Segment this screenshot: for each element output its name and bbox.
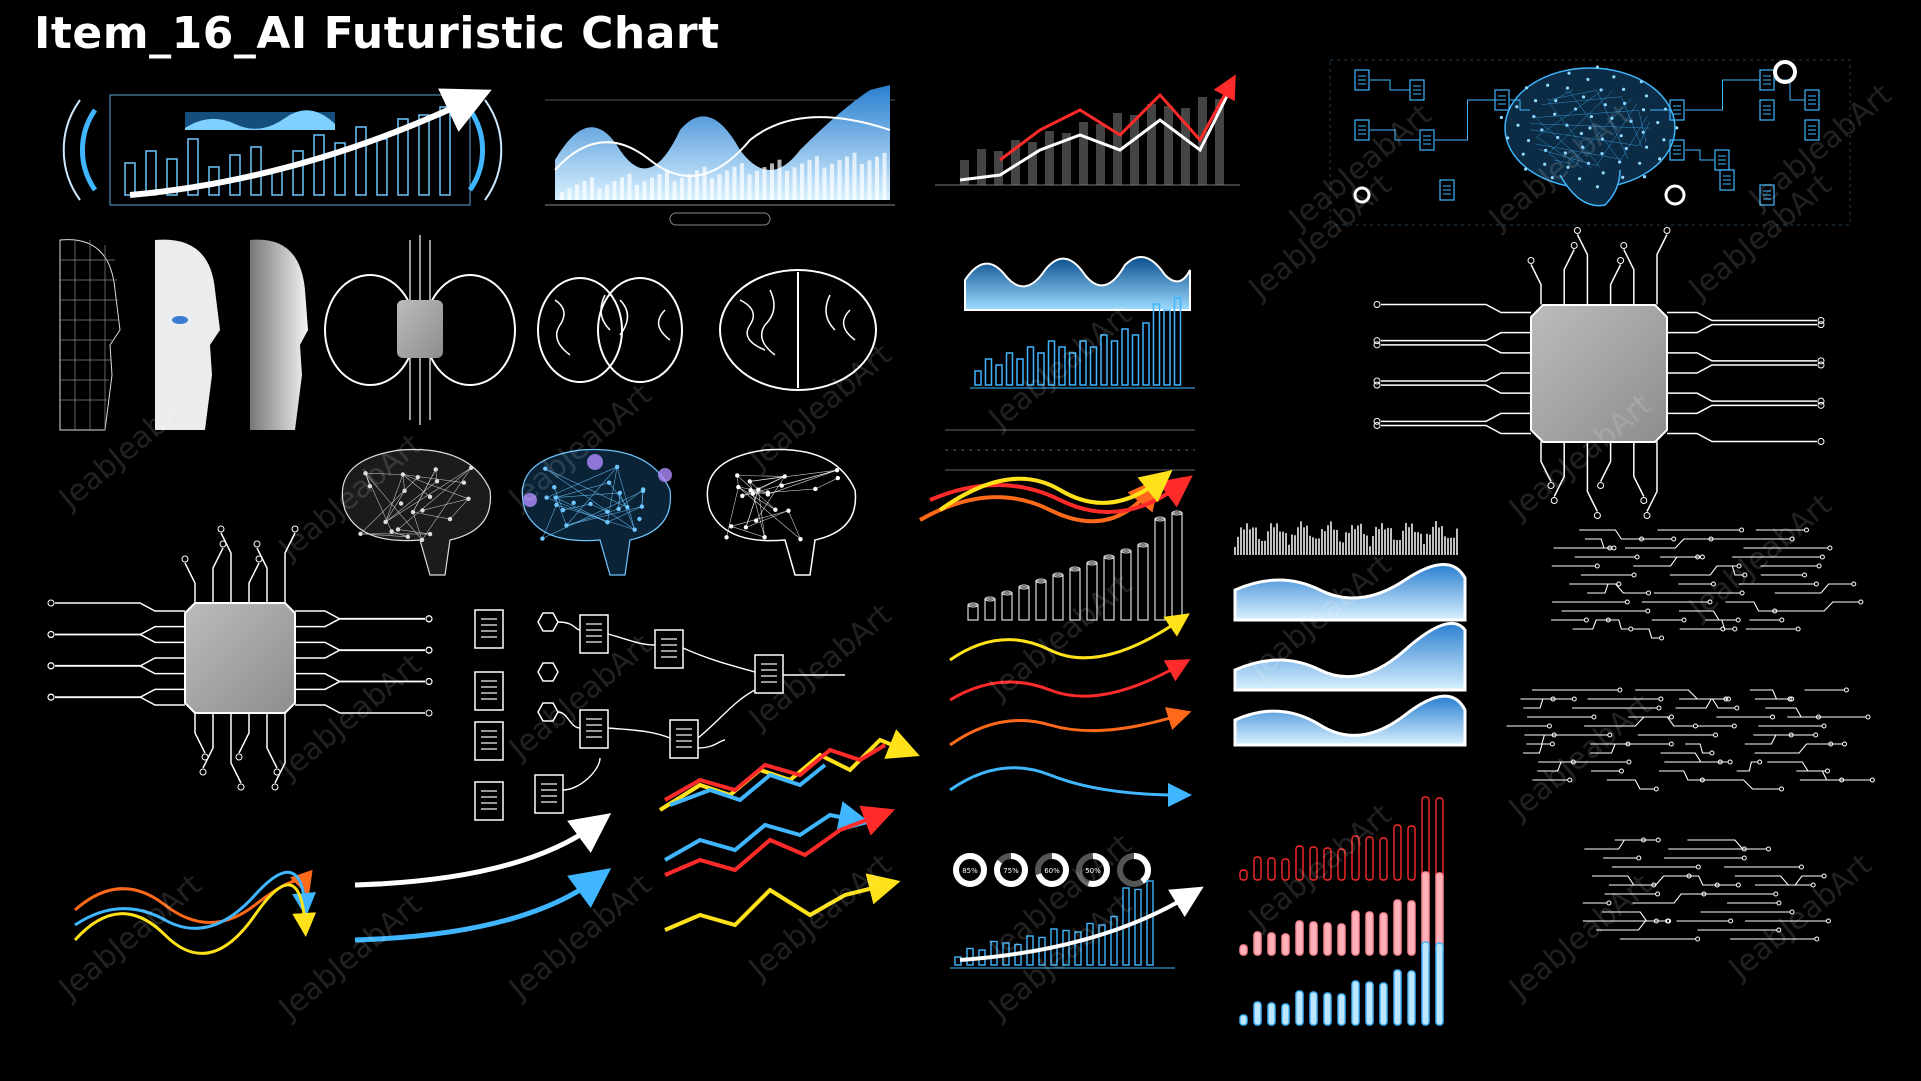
brain-chip-icon bbox=[324, 235, 516, 425]
brain-outline-icon bbox=[537, 277, 683, 383]
watermark-text: JeabJeabArt bbox=[981, 297, 1139, 437]
brain-network-panel bbox=[1329, 59, 1851, 226]
colored-waves bbox=[949, 613, 1192, 807]
cpu-chip-left bbox=[47, 525, 433, 791]
watermark-text: JeabJeabArt bbox=[741, 597, 899, 737]
tangled-waves bbox=[73, 869, 317, 955]
watermark-text: JeabJeabArt bbox=[1241, 797, 1399, 937]
donut-label: 60% bbox=[1044, 867, 1060, 875]
cpu-chip-right bbox=[1373, 227, 1825, 519]
area-bars bbox=[560, 152, 887, 200]
brain-network-outline bbox=[706, 448, 857, 576]
donut-label: 85% bbox=[962, 867, 978, 875]
donut-label: 50% bbox=[1085, 867, 1101, 875]
long-curved-arrows bbox=[354, 813, 612, 943]
hud-bar-chart-panel bbox=[62, 88, 503, 206]
curved-arrows-red-yellow bbox=[919, 470, 1193, 524]
watermark-text: JeabJeabArt bbox=[741, 847, 899, 987]
pink-red-blue-bar-charts bbox=[1239, 796, 1444, 1026]
barcode-waveform bbox=[1234, 521, 1458, 555]
flowchart-nodes bbox=[474, 609, 845, 821]
watermark-text: JeabJeabArt bbox=[1501, 867, 1659, 1007]
wave-area-small bbox=[964, 256, 1191, 311]
growth-arrow bbox=[959, 886, 1204, 962]
bottom-growth-bars bbox=[950, 880, 1175, 969]
zigzag-arrows bbox=[658, 729, 920, 932]
watermark-text: JeabJeabArt bbox=[981, 567, 1139, 707]
donut-gauges: 85% 75% 60% 50% bbox=[953, 853, 1151, 887]
area-chart-panel bbox=[545, 85, 895, 226]
head-profiles bbox=[59, 239, 308, 431]
watermark-text: JeabJeabArt bbox=[271, 887, 429, 1027]
grid-placeholder bbox=[945, 429, 1195, 471]
brain-network-glow bbox=[521, 448, 672, 576]
line-chart-panel bbox=[935, 74, 1240, 186]
wave-panels bbox=[1233, 563, 1467, 747]
circuit-patterns bbox=[1506, 527, 1875, 942]
brain-network-lines bbox=[358, 464, 841, 543]
brain-network-dots bbox=[1499, 65, 1679, 189]
mid-blue-bars bbox=[970, 297, 1195, 389]
donut-label: 75% bbox=[1003, 867, 1019, 875]
line-bars bbox=[960, 97, 1224, 185]
page-title: Item_16_AI Futuristic Chart bbox=[34, 8, 720, 59]
brain-network-white bbox=[341, 448, 492, 576]
brain-top-icon bbox=[719, 269, 877, 391]
